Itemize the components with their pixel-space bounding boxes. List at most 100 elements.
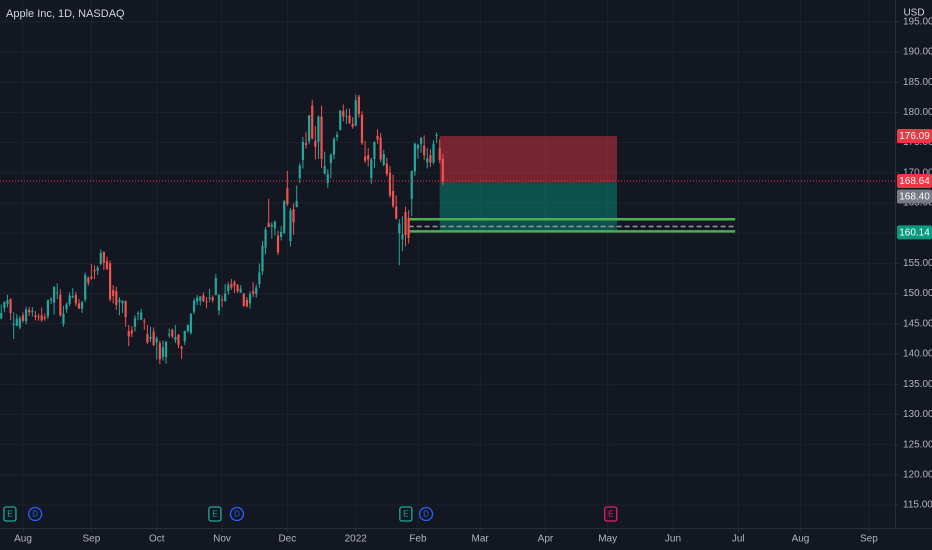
candle-body [25,309,28,322]
price-badge [897,173,932,188]
candle-body [12,323,15,326]
y-tick-label: 150.00 [903,288,932,299]
event-marker[interactable] [399,506,413,522]
candle-body [345,115,348,117]
candle-body [308,115,311,142]
candle-body [264,229,267,248]
candle-body [211,297,214,301]
candle-body [395,206,398,219]
event-marker[interactable] [208,506,222,522]
x-tick-label: Feb [409,534,427,545]
candle-body [77,303,81,309]
candle-body [283,201,286,234]
x-tick-label: Sep [860,534,878,545]
candle-body [336,134,339,138]
candle-body [96,267,99,271]
candle-body [320,116,323,159]
x-tick-label: Jul [732,534,745,545]
candle-body [289,210,292,242]
candle-body [21,315,25,321]
candle-body [127,331,130,337]
candle-body [379,137,382,160]
event-label: E [7,510,12,519]
candle-body [53,286,56,303]
candle-body [202,295,205,302]
candle-body [118,299,121,303]
candle-body [34,315,37,318]
event-marker[interactable] [27,506,43,522]
y-tick-label: 185.00 [903,77,932,88]
candle-body [370,159,373,179]
price-badge-label: 168.64 [899,176,930,187]
candle-body [273,221,277,229]
candle-body [99,253,102,264]
candle-body [186,325,189,332]
price-badge-label: 176.09 [899,131,930,142]
candle-body [155,338,158,343]
event-label: D [32,510,38,519]
candle-body [401,234,404,240]
candle-body [255,287,258,295]
candle-body [183,331,186,342]
candle-body [43,317,46,319]
y-tick-label: 140.00 [903,349,932,360]
x-tick-label: Dec [278,534,296,545]
candle-body [49,299,53,301]
candle-body [410,170,413,199]
candle-body [124,300,127,318]
candle-body [18,318,22,328]
candle-body [74,294,77,304]
candle-body [388,172,392,196]
chart-title: Apple Inc, 1D, NASDAQ [6,8,125,20]
target-zone [439,182,617,233]
x-tick-label: Sep [83,534,101,545]
candle-body [416,144,420,149]
candle-body [441,158,444,181]
candle-body [180,346,183,349]
candle-body [133,318,137,327]
x-tick-label: 2022 [345,534,368,545]
candle-body [391,191,395,207]
event-marker[interactable] [604,506,618,522]
event-marker[interactable] [3,506,17,522]
price-badge [897,189,932,204]
y-tick-label: 125.00 [903,439,932,450]
candle-body [351,123,354,127]
candle-body [435,134,438,136]
candle-body [171,329,174,337]
candle-body [71,296,74,298]
candle-body [140,312,143,320]
candle-body [261,245,264,272]
candle-body [326,173,329,184]
candle-body [0,312,3,319]
stop-zone [439,135,617,183]
candle-body [28,309,31,313]
candle-body [236,285,239,292]
x-tick-label: Aug [792,534,810,545]
candle-body [248,293,252,304]
candle-body [37,316,40,318]
event-marker[interactable] [418,506,434,522]
candle-body [46,300,49,317]
candle-body [108,263,112,300]
candle-body [31,311,34,313]
candle-body [143,320,146,322]
candle-body [354,100,357,126]
x-tick-label: Jun [665,534,681,545]
candle-body [158,343,161,360]
candle-body [152,331,155,345]
candle-body [301,141,304,161]
grid [0,0,895,528]
candle-body [174,337,177,341]
candle-body [205,301,208,303]
y-tick-label: 130.00 [903,409,932,420]
candle-body [286,187,289,205]
candle-body [298,165,301,179]
candle-body [339,110,342,130]
price-badge [897,128,932,143]
event-marker[interactable] [229,506,245,522]
candle-body [102,251,105,263]
currency[interactable]: USD [903,8,924,19]
